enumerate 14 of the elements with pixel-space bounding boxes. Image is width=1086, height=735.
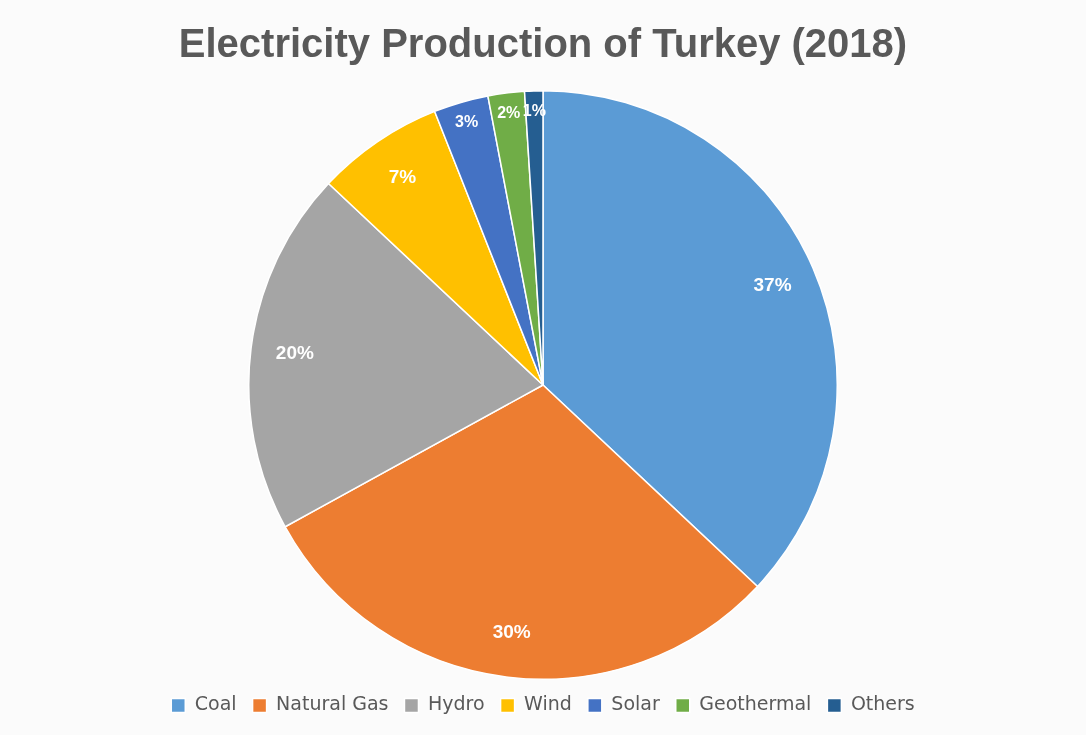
data-label: 3% bbox=[455, 112, 479, 130]
data-label: 37% bbox=[753, 273, 792, 295]
legend-label: Natural Gas bbox=[276, 692, 389, 715]
data-label: 2% bbox=[497, 103, 521, 121]
legend-label: Hydro bbox=[427, 692, 485, 715]
chart-title: Electricity Production of Turkey (2018) bbox=[178, 21, 908, 66]
data-label: 30% bbox=[492, 621, 531, 643]
legend-label: Others bbox=[850, 692, 915, 715]
legend-label: Wind bbox=[524, 692, 572, 715]
data-label: 20% bbox=[275, 341, 314, 363]
legend-label: Solar bbox=[611, 692, 660, 715]
legend-label: Geothermal bbox=[699, 692, 812, 715]
data-label: 7% bbox=[388, 166, 417, 188]
legend-label: Coal bbox=[194, 692, 237, 715]
